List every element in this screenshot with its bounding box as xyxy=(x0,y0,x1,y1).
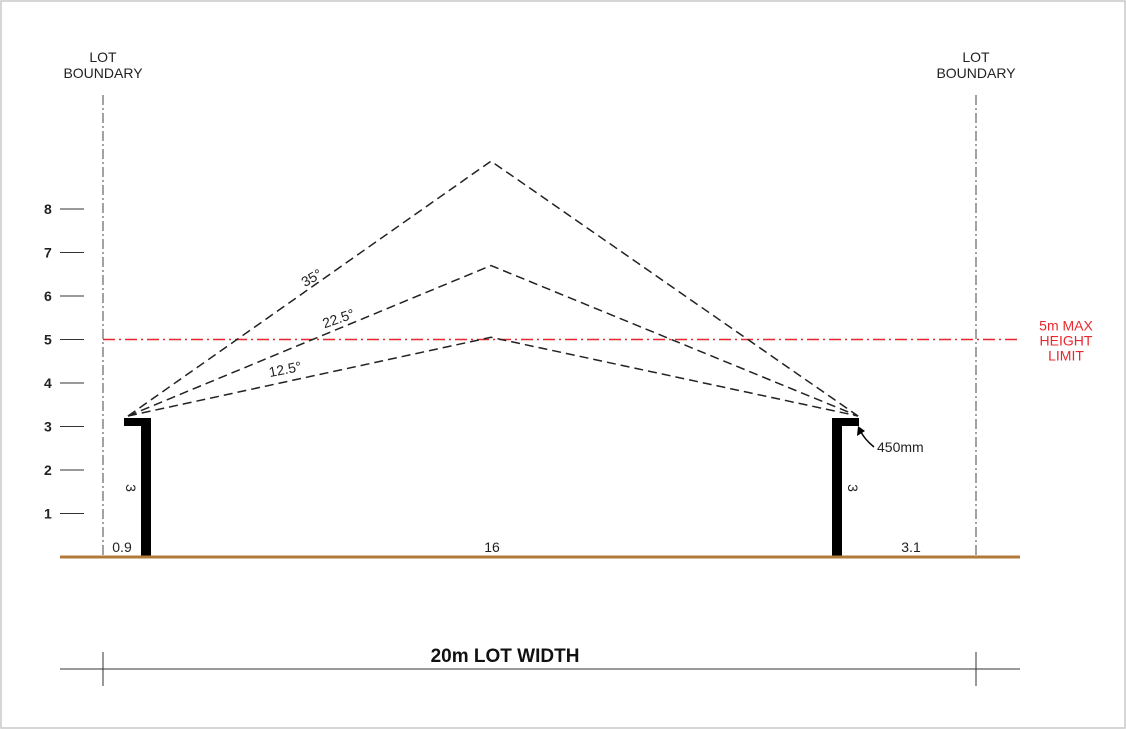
height-tick-label: 4 xyxy=(44,375,52,391)
roof-pitch-line xyxy=(127,336,859,417)
max-height-label-line3: LIMIT xyxy=(1048,348,1084,364)
height-tick-label: 3 xyxy=(44,419,52,435)
left-eave xyxy=(124,418,151,426)
right-wall-height-label: 3 xyxy=(845,484,861,492)
left-wall-height-label: 3 xyxy=(123,484,139,492)
right-setback-label: 3.1 xyxy=(901,539,921,555)
eave-width-label: 450mm xyxy=(877,439,924,455)
height-tick-label: 8 xyxy=(44,201,52,217)
lot-width-label: 20m LOT WIDTH xyxy=(431,646,580,667)
eave-callout-arrowhead xyxy=(857,426,865,436)
right-eave xyxy=(832,418,859,426)
height-tick-label: 1 xyxy=(44,506,52,522)
left-setback-label: 0.9 xyxy=(112,539,132,555)
building-width-label: 16 xyxy=(484,539,500,555)
right-boundary-label-line2: BOUNDARY xyxy=(936,65,1016,81)
left-wall xyxy=(141,420,151,557)
right-wall xyxy=(832,420,842,557)
pitch-label-12-5: 12.5° xyxy=(267,358,302,380)
left-boundary-label-line1: LOT xyxy=(89,49,117,65)
max-height-label-line2: HEIGHT xyxy=(1040,333,1093,349)
roof-pitch-line xyxy=(127,264,859,417)
height-tick-label: 6 xyxy=(44,288,52,304)
height-tick-label: 7 xyxy=(44,245,52,261)
height-scale: 1 2 3 4 5 6 7 8 xyxy=(44,201,84,522)
height-tick-label: 2 xyxy=(44,462,52,478)
max-height-label-line1: 5m MAX xyxy=(1039,318,1093,334)
roof-pitch-line xyxy=(127,160,859,417)
roof-pitch-lines xyxy=(127,160,859,417)
right-boundary-label-line1: LOT xyxy=(962,49,990,65)
left-boundary-label-line2: BOUNDARY xyxy=(63,65,143,81)
height-tick-label: 5 xyxy=(44,332,52,348)
